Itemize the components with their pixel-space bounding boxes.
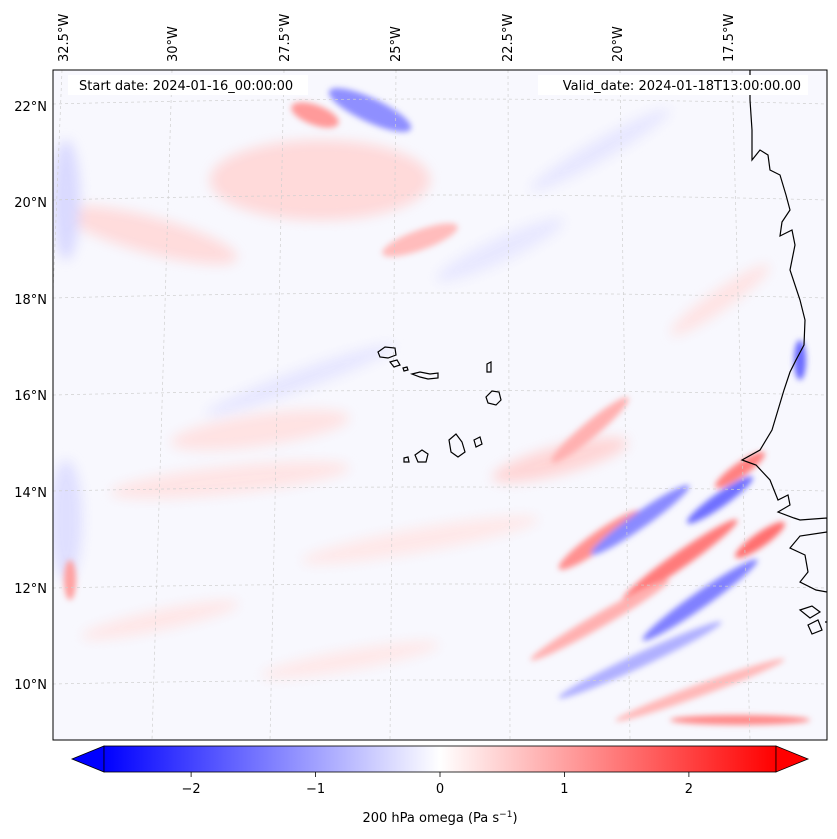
lon-label: 22.5°W	[501, 14, 516, 62]
gridline-10n	[53, 679, 827, 685]
gridline-16n	[53, 390, 827, 396]
colorbar-tick-label: −1	[306, 782, 325, 797]
colorbar-tick-label: 1	[560, 782, 568, 797]
map-panel: Start date: 2024-01-16_00:00:00 Valid_da…	[52, 69, 828, 741]
lat-label: 18°N	[14, 293, 47, 308]
cape-verde-sal	[486, 361, 492, 373]
lat-label: 16°N	[14, 389, 47, 404]
valid-date-label: Valid_date: 2024-01-18T13:00:00.00	[563, 79, 801, 94]
cape-verde-sao-nicolau	[409, 371, 439, 380]
cape-verde-brava	[403, 456, 410, 463]
graticule	[53, 70, 827, 740]
lat-label: 14°N	[14, 486, 47, 501]
cape-verde-sao-vicente	[388, 359, 401, 368]
colorbar-ticks: −2 −1 0 1 2	[182, 772, 693, 797]
longitude-labels: 32.5°W 30°W 27.5°W 25°W 22.5°W 20°W 17.5…	[57, 14, 737, 62]
lat-label: 20°N	[14, 196, 47, 211]
gridline-20w	[619, 70, 631, 740]
colorbar-tick-label: 2	[685, 782, 693, 797]
valid-date-box	[538, 75, 808, 95]
gridline-12n	[53, 583, 827, 589]
gridline-17-5w	[731, 70, 751, 740]
gridline-25w	[389, 70, 397, 740]
colorbar-gradient	[103, 745, 777, 773]
omega-patches-broad	[53, 109, 770, 679]
lat-label: 12°N	[14, 582, 47, 597]
lon-label: 17.5°W	[722, 14, 737, 62]
lon-label: 20°W	[611, 26, 626, 62]
map-frame	[52, 69, 828, 741]
cape-verde-boa-vista	[485, 390, 502, 406]
cape-verde-santiago	[448, 433, 466, 458]
lat-label: 10°N	[14, 678, 47, 693]
gridline-30w	[151, 70, 173, 740]
lon-label: 32.5°W	[57, 14, 72, 62]
start-date-box	[68, 75, 308, 95]
gridline-27-5w	[269, 70, 285, 740]
lon-label: 27.5°W	[278, 14, 293, 62]
map-background	[53, 70, 827, 740]
start-date-label: Start date: 2024-01-16_00:00:00	[79, 79, 293, 94]
gridline-18n	[53, 292, 827, 299]
cape-verde-fogo	[414, 449, 429, 463]
latitude-labels: 22°N 20°N 18°N 16°N 14°N 12°N 10°N	[14, 100, 47, 693]
colorbar-tick-label: −2	[182, 782, 201, 797]
cape-verde-santa-luzia	[402, 366, 409, 372]
omega-field	[53, 88, 810, 725]
colorbar-label: 200 hPa omega (Pa s−1)	[362, 810, 517, 826]
coastlines	[377, 70, 827, 635]
gridline-14n	[53, 486, 827, 492]
gridline-20n	[53, 194, 827, 201]
cape-verde-santo-antao	[377, 346, 397, 359]
lon-label: 30°W	[166, 26, 181, 62]
colorbar-min-extend	[70, 745, 105, 773]
gridline-22n	[53, 98, 827, 105]
gridline-22-5w	[507, 70, 511, 740]
colorbar-tick-label: 0	[436, 782, 444, 797]
lon-label: 25°W	[389, 26, 404, 62]
colorbar: −2 −1 0 1 2 200 hPa omega (Pa s−1)	[70, 745, 810, 826]
colorbar-max-extend	[775, 745, 810, 773]
west-africa-coastline	[740, 70, 827, 593]
cape-verde-maio	[473, 436, 483, 448]
lat-label: 22°N	[14, 100, 47, 115]
